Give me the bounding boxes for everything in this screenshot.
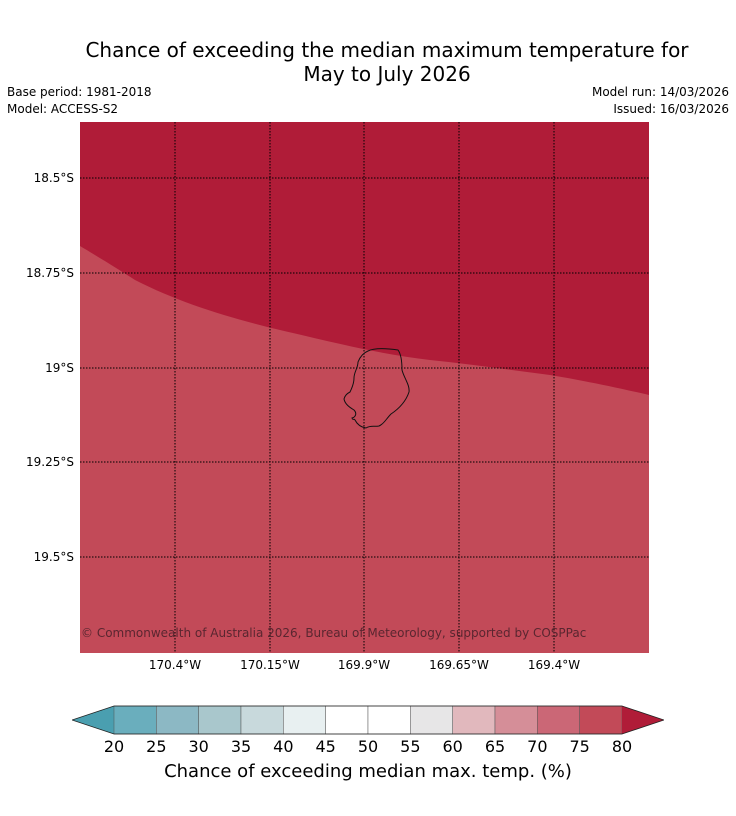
latitude-label: 18.5°S — [33, 171, 74, 185]
colorbar-tick-label: 45 — [315, 737, 336, 756]
model-run-text: Model run: 14/03/2026 — [591, 85, 729, 99]
colorbar-segment — [113, 705, 157, 735]
copyright-credit: © Commonwealth of Australia 2026, Bureau… — [81, 626, 587, 640]
colorbar-segment — [452, 705, 496, 735]
model-text: Model: ACCESS-S2 — [7, 102, 119, 116]
colorbar-tick-label: 40 — [273, 737, 294, 756]
colorbar-segment — [367, 705, 411, 735]
meta-left: Base period: 1981-2018 Model: ACCESS-S2 — [7, 84, 152, 118]
map-title: Chance of exceeding the median maximum t… — [85, 38, 689, 86]
colorbar-segment — [579, 705, 623, 735]
longitude-label: 169.9°W — [337, 658, 391, 672]
graticule — [80, 122, 649, 653]
colorbar-extend-low — [72, 706, 114, 734]
colorbar-tick-label: 60 — [442, 737, 463, 756]
forecast-map[interactable] — [80, 122, 649, 653]
colorbar-tick-label: 75 — [569, 737, 590, 756]
colorbar-tick-label: 20 — [103, 737, 125, 756]
niue-island-outline — [343, 348, 410, 429]
longitude-label: 169.65°W — [429, 658, 489, 672]
colorbar-segment — [283, 705, 326, 735]
base-period-text: Base period: 1981-2018 — [7, 85, 152, 99]
colorbar-tick-label: 35 — [230, 737, 252, 756]
colorbar-segment — [240, 705, 284, 735]
colorbar-tick-label: 65 — [484, 737, 506, 756]
colorbar-outline — [72, 705, 664, 735]
latitude-label: 18.75°S — [26, 266, 74, 280]
colorbar — [72, 705, 664, 735]
colorbar-tick-label: 80 — [611, 737, 633, 756]
latitude-label: 19°S — [45, 361, 74, 375]
colorbar-tick-label: 55 — [400, 737, 421, 756]
colorbar-label: Chance of exceeding median max. temp. (%… — [164, 761, 572, 782]
longitude-label: 169.4°W — [527, 658, 581, 672]
colorbar-tick-label: 30 — [188, 737, 209, 756]
colorbar-segment — [494, 705, 538, 735]
colorbar-segments — [72, 705, 664, 735]
issued-text: Issued: 16/03/2026 — [613, 102, 729, 116]
colorbar-segment — [537, 705, 580, 735]
colorbar-segment — [156, 705, 199, 735]
colorbar-tick-label: 25 — [146, 737, 167, 756]
meta-right: Model run: 14/03/2026 Issued: 16/03/2026 — [592, 84, 729, 118]
colorbar-tick-label: 50 — [357, 737, 379, 756]
colorbar-segment — [198, 705, 242, 735]
longitude-label: 170.4°W — [148, 658, 202, 672]
latitude-label: 19.25°S — [26, 455, 74, 469]
colorbar-segment — [325, 705, 369, 735]
latitude-label: 19.5°S — [33, 550, 74, 564]
colorbar-extend-high — [622, 706, 664, 734]
colorbar-tick-label: 70 — [527, 737, 548, 756]
colorbar-segment — [410, 705, 453, 735]
longitude-label: 170.15°W — [240, 658, 300, 672]
